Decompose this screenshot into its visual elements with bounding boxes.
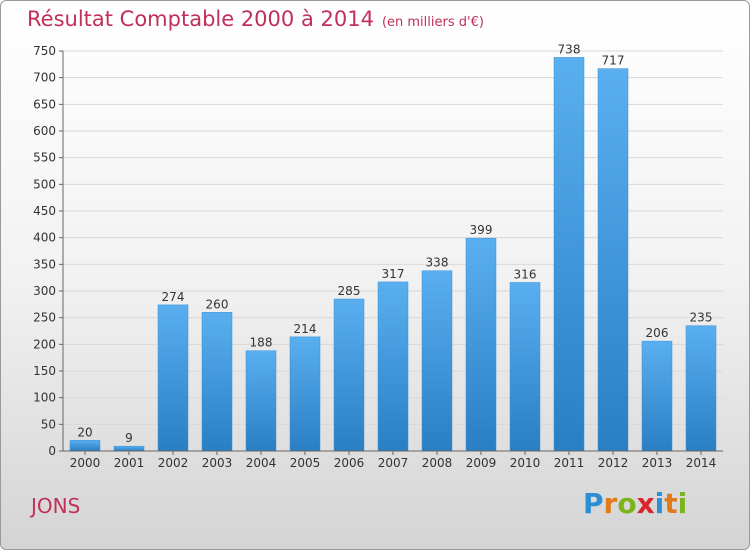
- bar: [245, 350, 277, 452]
- bar: [113, 445, 145, 452]
- chart-title: Résultat Comptable 2000 à 2014 (en millie…: [27, 7, 484, 31]
- logo-letter: r: [603, 487, 618, 520]
- x-tick-label: 2007: [378, 456, 409, 470]
- bar: [509, 282, 541, 452]
- y-tick-label: 350: [33, 257, 56, 271]
- y-axis: 0 50 100 150 200 250 300 350 400 450 500 550 600 650 7…: [33, 44, 64, 458]
- bar-value-label: 717: [602, 54, 625, 68]
- logo-letter: o: [617, 487, 637, 520]
- x-tick-label: 2005: [290, 456, 321, 470]
- bar-value-label: 235: [690, 311, 713, 325]
- bar: [289, 336, 321, 452]
- y-tick-label: 700: [33, 71, 56, 85]
- y-tick-label: 750: [33, 44, 56, 58]
- chart-title-text: Résultat Comptable 2000 à 2014: [27, 7, 374, 31]
- proxiti-logo: Proxiti: [583, 487, 687, 520]
- bar: [157, 304, 189, 452]
- y-tick-label: 200: [33, 337, 56, 351]
- x-tick-label: 2012: [598, 456, 629, 470]
- logo-letter: x: [636, 487, 655, 520]
- x-tick-label: 2011: [554, 456, 585, 470]
- bar-value-label: 20: [77, 425, 92, 439]
- bar-value-label: 206: [646, 326, 669, 340]
- y-tick-label: 450: [33, 204, 56, 218]
- y-tick-label: 600: [33, 124, 56, 138]
- x-tick-label: 2010: [510, 456, 541, 470]
- bar-value-label: 188: [250, 336, 273, 350]
- y-tick-label: 150: [33, 364, 56, 378]
- chart-subtitle: (en milliers d'€): [381, 15, 484, 30]
- x-tick-label: 2002: [158, 456, 189, 470]
- bar-value-label: 285: [338, 284, 361, 298]
- bar: [685, 325, 717, 452]
- bars: 20 9 274 260 188 214 285 317 338 399 316 738 717 206 2…: [69, 42, 717, 452]
- bar: [597, 68, 629, 452]
- bar-value-label: 738: [558, 42, 581, 56]
- x-tick-label: 2001: [114, 456, 145, 470]
- x-tick-label: 2008: [422, 456, 453, 470]
- commune-name: JONS: [31, 494, 81, 518]
- x-tick-label: 2013: [642, 456, 673, 470]
- bar-value-label: 338: [426, 256, 449, 270]
- logo-letter: P: [583, 487, 604, 520]
- x-axis: 2000 2001 2002 2003 2004 2005 2006 2007 2008 2009…: [63, 450, 723, 470]
- x-tick-label: 2000: [70, 456, 101, 470]
- logo-letter: i: [654, 487, 665, 520]
- bar: [69, 440, 101, 452]
- y-tick-label: 100: [33, 391, 56, 405]
- y-tick-label: 250: [33, 311, 56, 325]
- bar-value-label: 399: [470, 223, 493, 237]
- bar: [377, 281, 409, 452]
- x-tick-label: 2004: [246, 456, 277, 470]
- y-tick-label: 300: [33, 284, 56, 298]
- bar-value-label: 274: [162, 290, 185, 304]
- bar-value-label: 9: [125, 431, 133, 445]
- bar-value-label: 214: [294, 322, 317, 336]
- bar-value-label: 260: [206, 297, 229, 311]
- y-tick-label: 400: [33, 231, 56, 245]
- x-tick-label: 2014: [686, 456, 717, 470]
- bar: [465, 237, 497, 452]
- logo-letter: t: [664, 487, 678, 520]
- y-tick-label: 550: [33, 151, 56, 165]
- x-tick-label: 2009: [466, 456, 497, 470]
- bar: [333, 298, 365, 452]
- bar: [201, 312, 233, 452]
- y-tick-label: 50: [41, 417, 56, 431]
- y-tick-label: 650: [33, 97, 56, 111]
- bar: [421, 270, 453, 452]
- bar-value-label: 316: [514, 267, 537, 281]
- y-tick-label: 500: [33, 177, 56, 191]
- bar: [553, 57, 585, 452]
- bar: [641, 340, 673, 452]
- logo-letter: i: [677, 487, 688, 520]
- x-tick-label: 2006: [334, 456, 365, 470]
- y-tick-label: 0: [48, 444, 56, 458]
- x-tick-label: 2003: [202, 456, 233, 470]
- bar-value-label: 317: [382, 267, 405, 281]
